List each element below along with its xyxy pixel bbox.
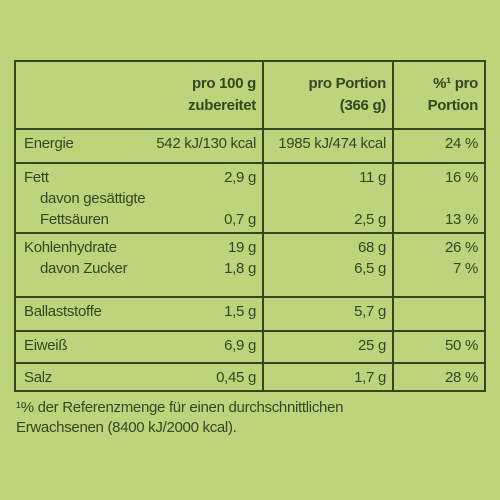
nutrient-label: Fettsäuren <box>40 211 109 228</box>
nutrient-value: 50 % <box>445 337 478 354</box>
nutrient-label: Fett <box>24 169 49 186</box>
nutrient-value: 0,45 g <box>216 369 256 386</box>
nutrient-value: 16 % <box>445 169 478 186</box>
nutrient-value: 68 g <box>358 239 386 256</box>
nutrient-label: Ballaststoffe <box>24 303 102 320</box>
nutrient-label: Salz <box>24 369 52 386</box>
nutrient-value: 542 kJ/130 kcal <box>156 135 256 152</box>
column-header: %¹ pro <box>433 75 478 92</box>
nutrient-value: 2,5 g <box>354 211 386 228</box>
row-divider <box>14 362 486 364</box>
nutrient-value: 5,7 g <box>354 303 386 320</box>
nutrient-label: davon gesättigte <box>40 190 146 207</box>
column-divider <box>262 60 264 390</box>
nutrient-value: 24 % <box>445 135 478 152</box>
column-header: Portion <box>427 97 479 114</box>
nutrient-value: 28 % <box>445 369 478 386</box>
nutrient-label: Kohlenhydrate <box>24 239 117 256</box>
row-divider <box>14 162 486 164</box>
nutrient-value: 25 g <box>358 337 386 354</box>
nutrient-label: Eiweiß <box>24 337 68 354</box>
table-border <box>14 60 486 392</box>
nutrient-value: 6,9 g <box>224 337 256 354</box>
row-divider <box>14 296 486 298</box>
row-divider <box>14 330 486 332</box>
nutrient-value: 7 % <box>453 260 478 277</box>
nutrient-value: 1,7 g <box>354 369 386 386</box>
nutrient-value: 13 % <box>445 211 478 228</box>
column-header: pro 100 g <box>192 75 256 92</box>
nutrient-value: 11 g <box>359 169 386 186</box>
nutrient-label: Energie <box>24 135 74 152</box>
row-divider <box>14 128 486 130</box>
nutrient-value: 19 g <box>228 239 256 256</box>
nutrient-value: 1,8 g <box>224 260 256 277</box>
nutrient-label: davon Zucker <box>40 260 128 277</box>
nutrient-value: 2,9 g <box>224 169 256 186</box>
row-divider <box>14 232 486 234</box>
nutrient-value: 1985 kJ/474 kcal <box>278 135 386 152</box>
column-header: pro Portion <box>308 75 386 92</box>
footnote: Erwachsenen (8400 kJ/2000 kcal). <box>16 419 237 436</box>
column-header: zubereitet <box>188 97 256 114</box>
nutrient-value: 0,7 g <box>224 211 256 228</box>
column-header: (366 g) <box>339 97 387 114</box>
footnote: ¹% der Referenzmenge für einen durchschn… <box>16 399 344 416</box>
nutrient-value: 1,5 g <box>224 303 256 320</box>
column-divider <box>392 60 394 390</box>
nutrient-value: 6,5 g <box>354 260 386 277</box>
nutrient-value: 26 % <box>445 239 478 256</box>
